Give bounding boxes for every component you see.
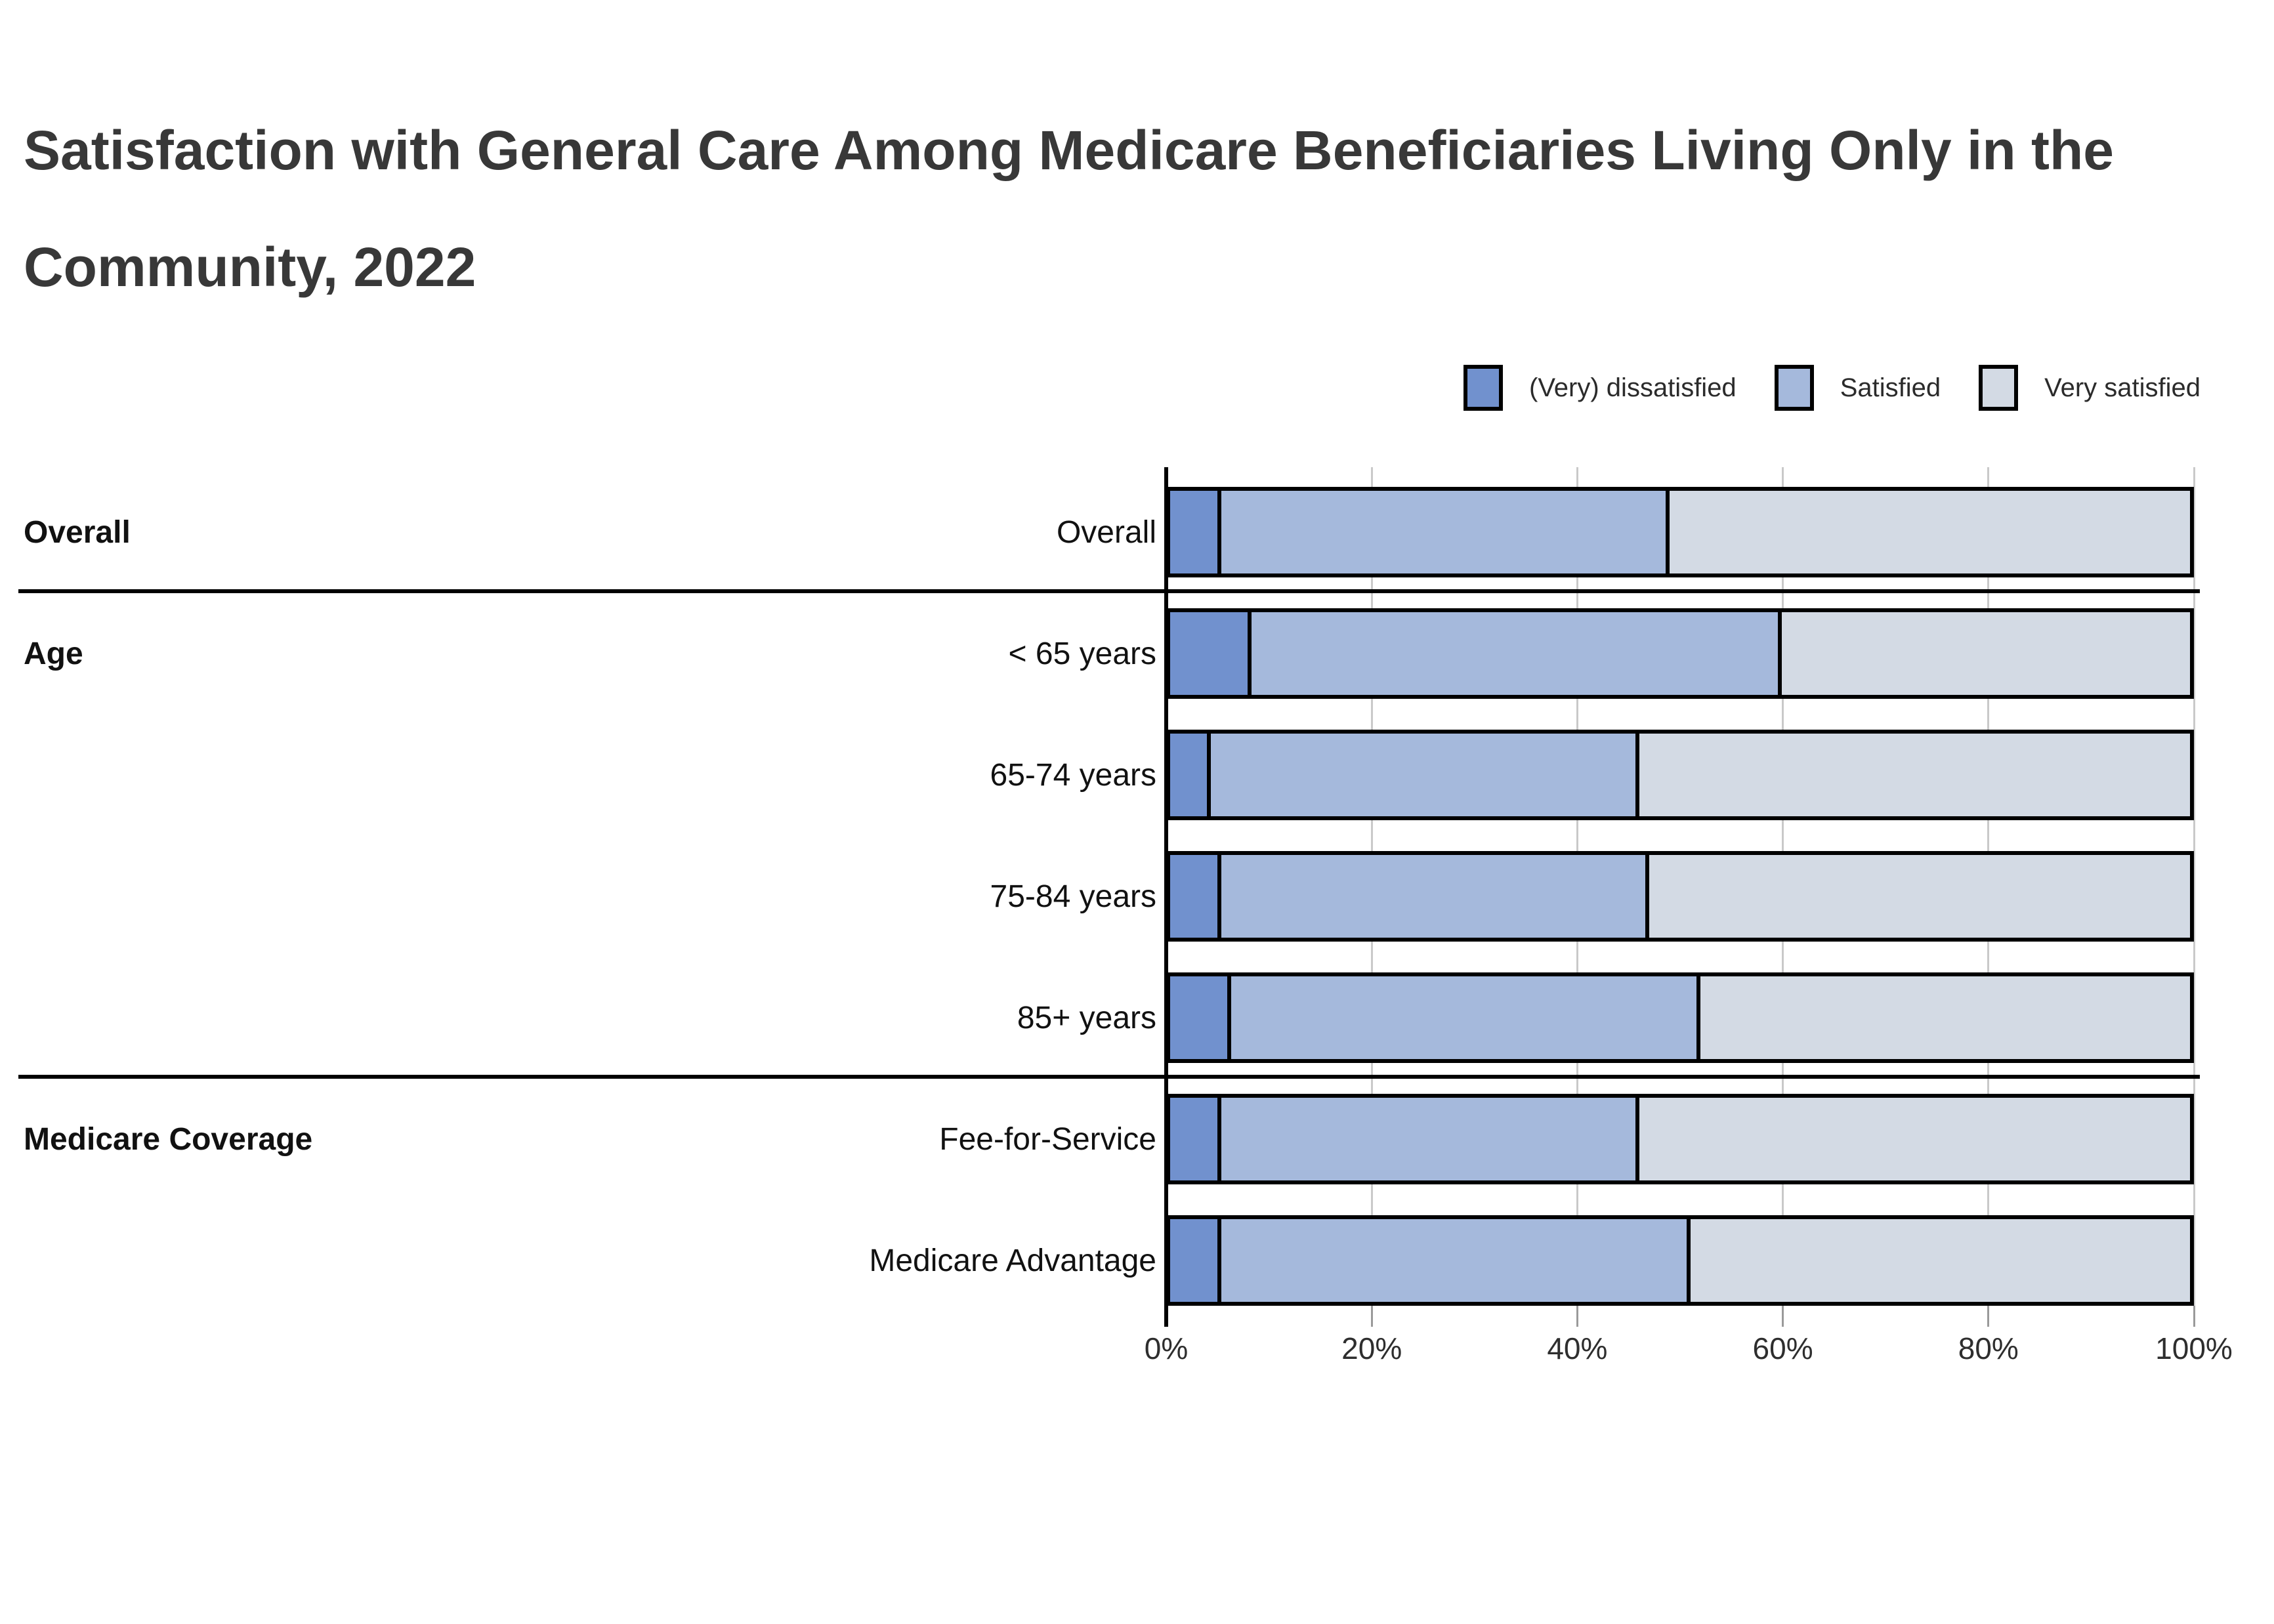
row-label: < 65 years bbox=[1008, 636, 1156, 671]
bar-segment-very-satisfied bbox=[1690, 1219, 2190, 1302]
bar-row-85-years bbox=[1166, 972, 2194, 1063]
chart-title: Satisfaction with General Care Among Med… bbox=[24, 92, 2252, 325]
group-label: Medicare Coverage bbox=[24, 1121, 313, 1157]
axis-tick-label: 60% bbox=[1752, 1331, 1813, 1365]
row-label: Overall bbox=[1056, 514, 1156, 550]
bar-segment-very-satisfied bbox=[1649, 855, 2190, 938]
group-label: Overall bbox=[24, 514, 131, 550]
row-label: Fee-for-Service bbox=[939, 1121, 1156, 1157]
bar-segment--very-dissatisfied bbox=[1170, 491, 1221, 573]
chart-title-line1: Satisfaction with General Care Among Med… bbox=[24, 119, 2115, 181]
axis-tick-label: 20% bbox=[1341, 1331, 1402, 1365]
bar-segment-very-satisfied bbox=[1670, 491, 2190, 573]
legend-swatch bbox=[1463, 365, 1504, 411]
bar-segment--very-dissatisfied bbox=[1170, 855, 1221, 938]
legend-item: Satisfied bbox=[1774, 365, 1941, 411]
legend-item-label: Very satisfied bbox=[2044, 373, 2200, 402]
axis-tick bbox=[1370, 1306, 1373, 1327]
axis-tick-label: 80% bbox=[1958, 1331, 2019, 1365]
chart-title-line2: Community, 2022 bbox=[24, 236, 476, 299]
legend-item-label: (Very) dissatisfied bbox=[1529, 373, 1737, 402]
bar-segment-satisfied bbox=[1221, 855, 1650, 938]
bar-row-75-84-years bbox=[1166, 851, 2194, 942]
bar-segment--very-dissatisfied bbox=[1170, 1219, 1221, 1302]
axis-tick bbox=[1987, 1306, 1990, 1327]
legend-swatch bbox=[1774, 365, 1814, 411]
group-separator bbox=[18, 1075, 2200, 1079]
bar-row--65-years bbox=[1166, 608, 2194, 699]
bar-row-65-74-years bbox=[1166, 730, 2194, 820]
group-separator bbox=[18, 589, 2200, 593]
bar-segment--very-dissatisfied bbox=[1170, 734, 1211, 816]
bar-row-overall bbox=[1166, 487, 2194, 577]
legend-item: Very satisfied bbox=[1979, 365, 2200, 411]
y-axis-line bbox=[1164, 467, 1168, 1327]
bar-segment-very-satisfied bbox=[1639, 734, 2190, 816]
bar-segment-satisfied bbox=[1252, 612, 1782, 695]
axis-tick bbox=[1782, 1306, 1784, 1327]
axis-tick-label: 100% bbox=[2155, 1331, 2233, 1365]
bar-segment-satisfied bbox=[1221, 491, 1670, 573]
row-label: Medicare Advantage bbox=[869, 1243, 1156, 1278]
bar-segment-satisfied bbox=[1211, 734, 1639, 816]
bar-segment-satisfied bbox=[1231, 976, 1701, 1059]
bar-row-fee-for-service bbox=[1166, 1094, 2194, 1184]
axis-tick-label: 40% bbox=[1547, 1331, 1608, 1365]
bar-segment-satisfied bbox=[1221, 1219, 1691, 1302]
bar-segment--very-dissatisfied bbox=[1170, 612, 1252, 695]
legend-item: (Very) dissatisfied bbox=[1463, 365, 1737, 411]
legend: (Very) dissatisfied Satisfied Very satisfi… bbox=[1463, 365, 2200, 411]
row-label: 85+ years bbox=[1017, 1000, 1156, 1035]
bar-segment--very-dissatisfied bbox=[1170, 1098, 1221, 1180]
axis-tick bbox=[1576, 1306, 1578, 1327]
legend-item-label: Satisfied bbox=[1840, 373, 1941, 402]
legend-swatch bbox=[1979, 365, 2019, 411]
row-label: 75-84 years bbox=[990, 879, 1156, 914]
bar-segment-very-satisfied bbox=[1639, 1098, 2190, 1180]
bar-segment--very-dissatisfied bbox=[1170, 976, 1232, 1059]
axis-tick-label: 0% bbox=[1144, 1331, 1189, 1365]
bar-segment-satisfied bbox=[1221, 1098, 1639, 1180]
row-label: 65-74 years bbox=[990, 757, 1156, 793]
bar-row-medicare-advantage bbox=[1166, 1215, 2194, 1306]
gridline bbox=[2193, 467, 2195, 1306]
bar-segment-very-satisfied bbox=[1782, 612, 2190, 695]
bar-segment-very-satisfied bbox=[1700, 976, 2190, 1059]
axis-tick bbox=[2193, 1306, 2195, 1327]
group-label: Age bbox=[24, 636, 83, 671]
